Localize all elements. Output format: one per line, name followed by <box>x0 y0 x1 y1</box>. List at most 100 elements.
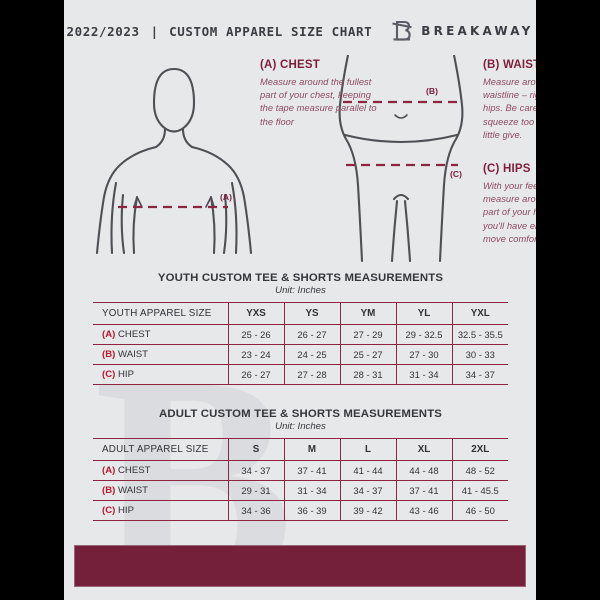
table-column-header: M <box>283 438 341 461</box>
table-cell: 34 - 36 <box>227 500 285 521</box>
row-label-text: CHEST <box>115 329 151 340</box>
row-label-text: CHEST <box>115 465 151 476</box>
table-row-label: (C) HIP <box>93 500 229 521</box>
table-cell: 30 - 33 <box>451 344 508 365</box>
adult-size-table: ADULT APPAREL SIZE S M L XL 2XL (A) CHEST 34 - … <box>93 438 508 521</box>
table-cell: 27 - 29 <box>339 324 397 345</box>
row-tag: (C) <box>102 505 116 516</box>
table-header-label: ADULT APPAREL SIZE <box>93 438 229 461</box>
table-cell: 39 - 42 <box>339 500 397 521</box>
table-cell: 29 - 32.5 <box>395 324 453 345</box>
waist-dimension-label: (B) <box>426 86 438 96</box>
table-cell: 36 - 39 <box>283 500 341 521</box>
table-cell: 48 - 52 <box>451 460 508 481</box>
row-tag: (C) <box>102 369 116 380</box>
table-column-header: YS <box>283 302 341 325</box>
body-illustrations <box>95 55 464 263</box>
table-row: (A) CHEST 25 - 26 26 - 27 27 - 29 29 - 32.5 3… <box>93 324 508 345</box>
table-row: (A) CHEST 34 - 37 37 - 41 41 - 44 44 - 48 48 … <box>93 460 508 481</box>
hips-body-text: With your feet together, measure around … <box>483 181 536 244</box>
table-cell: 31 - 34 <box>395 364 453 385</box>
table-column-header: L <box>339 438 397 461</box>
table-row-label: (B) WAIST <box>93 480 229 501</box>
table-row-label: (C) HIP <box>93 364 229 385</box>
header-season: 2022/2023 <box>66 23 140 39</box>
measurement-diagram: (A) (B) (C) (A) CHEST Measure around the… <box>64 55 536 273</box>
table-row-label: (A) CHEST <box>93 324 229 345</box>
table-cell: 25 - 27 <box>339 344 397 365</box>
table-row-label: (B) WAIST <box>93 344 229 365</box>
row-tag: (A) <box>102 329 116 340</box>
table-cell: 34 - 37 <box>451 364 508 385</box>
table-row: (B) WAIST 23 - 24 24 - 25 25 - 27 27 - 30 30 … <box>93 344 508 365</box>
hip-dimension-label: (C) <box>450 169 462 179</box>
table-header-label: YOUTH APPAREL SIZE <box>93 302 229 325</box>
table-cell: 34 - 37 <box>227 460 285 481</box>
table-cell: 25 - 26 <box>227 324 285 345</box>
row-tag: (B) <box>102 485 116 496</box>
youth-unit-note: Unit: Inches <box>275 285 326 296</box>
table-cell: 26 - 27 <box>227 364 285 385</box>
table-cell: 37 - 41 <box>283 460 341 481</box>
brand-name: BREAKAWAY <box>421 24 534 38</box>
table-cell: 44 - 48 <box>395 460 453 481</box>
page-header: 2022/2023 | CUSTOM APPAREL SIZE CHART BR… <box>64 18 536 44</box>
table-cell: 43 - 46 <box>395 500 453 521</box>
row-label-text: HIP <box>115 505 134 516</box>
table-header-row: ADULT APPAREL SIZE S M L XL 2XL <box>93 438 508 461</box>
row-label-text: WAIST <box>115 485 149 496</box>
footer-band <box>74 545 526 587</box>
chest-body-text: Measure around the fullest part of your … <box>260 77 377 127</box>
brand-lockup: BREAKAWAY <box>391 19 533 43</box>
hips-heading: (C) HIPS <box>483 163 531 175</box>
table-row: (C) HIP 34 - 36 36 - 39 39 - 42 43 - 46 46 - … <box>93 500 508 521</box>
adult-size-section: ADULT CUSTOM TEE & SHORTS MEASUREMENTS U… <box>93 408 508 521</box>
table-column-header: YXS <box>227 302 285 325</box>
table-column-header: YM <box>339 302 397 325</box>
waist-description-block: (B) WAIST Measure around your natural wa… <box>483 59 536 142</box>
row-label-text: HIP <box>115 369 134 380</box>
table-row: (B) WAIST 29 - 31 31 - 34 34 - 37 37 - 41 41 … <box>93 480 508 501</box>
youth-section-title: YOUTH CUSTOM TEE & SHORTS MEASUREMENTS <box>157 272 444 284</box>
size-chart-page: B 2022/2023 | CUSTOM APPAREL SIZE CHART … <box>64 0 536 600</box>
breakaway-b-logo-icon <box>392 20 412 41</box>
row-label-text: WAIST <box>115 349 149 360</box>
table-column-header: YL <box>395 302 453 325</box>
table-cell: 24 - 25 <box>283 344 341 365</box>
table-cell: 41 - 44 <box>339 460 397 481</box>
chest-dimension-label: (A) <box>220 192 232 202</box>
page-title: CUSTOM APPAREL SIZE CHART <box>169 23 373 39</box>
table-row-label: (A) CHEST <box>93 460 229 481</box>
table-cell: 46 - 50 <box>451 500 508 521</box>
table-cell: 26 - 27 <box>283 324 341 345</box>
youth-table-body: YOUTH APPAREL SIZE YXS YS YM YL YXL (A) CHEST 2… <box>93 302 508 385</box>
table-header-row: YOUTH APPAREL SIZE YXS YS YM YL YXL <box>93 302 508 325</box>
table-cell: 34 - 37 <box>339 480 397 501</box>
row-tag: (A) <box>102 465 116 476</box>
table-cell: 23 - 24 <box>227 344 285 365</box>
table-cell: 29 - 31 <box>227 480 285 501</box>
chest-description-block: (A) CHEST Measure around the fullest par… <box>260 59 385 129</box>
adult-section-title: ADULT CUSTOM TEE & SHORTS MEASUREMENTS <box>158 408 443 420</box>
youth-size-section: YOUTH CUSTOM TEE & SHORTS MEASUREMENTS U… <box>93 272 508 385</box>
table-row: (C) HIP 26 - 27 27 - 28 28 - 31 31 - 34 34 - … <box>93 364 508 385</box>
chest-heading: (A) CHEST <box>260 59 320 71</box>
row-tag: (B) <box>102 349 116 360</box>
adult-table-body: ADULT APPAREL SIZE S M L XL 2XL (A) CHEST 34 - … <box>93 438 508 521</box>
table-cell: 32.5 - 35.5 <box>451 324 508 345</box>
table-cell: 28 - 31 <box>339 364 397 385</box>
header-separator: | <box>150 23 159 39</box>
hips-description-block: (C) HIPS With your feet together, measur… <box>483 163 536 246</box>
table-cell: 27 - 28 <box>283 364 341 385</box>
table-cell: 27 - 30 <box>395 344 453 365</box>
table-column-header: XL <box>395 438 453 461</box>
table-cell: 31 - 34 <box>283 480 341 501</box>
table-cell: 37 - 41 <box>395 480 453 501</box>
table-column-header: YXL <box>451 302 508 325</box>
waist-heading: (B) WAIST <box>483 59 536 71</box>
table-column-header: 2XL <box>451 438 508 461</box>
youth-size-table: YOUTH APPAREL SIZE YXS YS YM YL YXL (A) CHEST 2… <box>93 302 508 385</box>
table-cell: 41 - 45.5 <box>451 480 508 501</box>
table-column-header: S <box>227 438 285 461</box>
waist-body-text: Measure around your natural waistline – … <box>483 77 536 140</box>
